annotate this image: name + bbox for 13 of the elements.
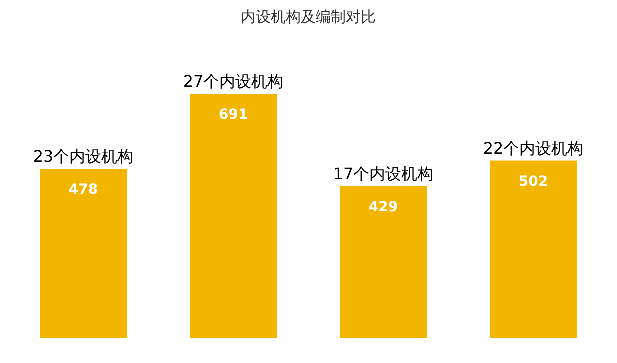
data-label: 429 — [368, 200, 398, 216]
data-label: 691 — [218, 107, 248, 124]
chart-title: 内设机构及编制对比 — [241, 8, 376, 26]
data-label: 502 — [518, 174, 548, 190]
annotation: 23个内设机构 — [33, 147, 134, 166]
annotation: 17个内设机构 — [333, 164, 434, 184]
annotation: 22个内设机构 — [483, 138, 584, 158]
bar — [490, 160, 577, 338]
bar — [340, 186, 427, 338]
data-label: 478 — [68, 182, 98, 198]
bar — [40, 169, 127, 338]
bar — [190, 94, 277, 338]
annotation: 27个内设机构 — [183, 72, 284, 92]
